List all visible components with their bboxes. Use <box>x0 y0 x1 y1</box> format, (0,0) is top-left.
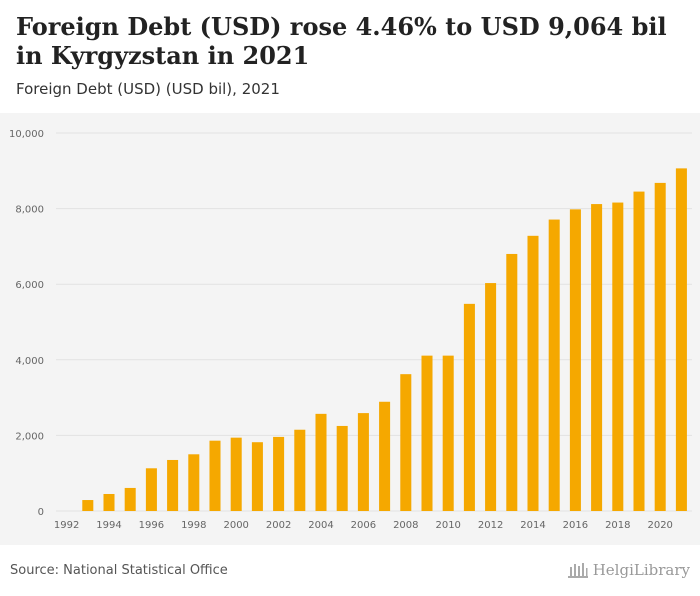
bar-2006 <box>357 413 369 511</box>
bar-1995 <box>124 487 136 511</box>
x-axis: 1992 1994 1996 1998 2000 2002 2004 2006 2008 2010… <box>54 520 673 531</box>
y-tick-label: 0 <box>38 507 44 518</box>
bar-2003 <box>294 429 306 511</box>
bar-2020 <box>654 182 666 511</box>
bar-2014 <box>527 235 539 511</box>
y-tick-label: 4,000 <box>15 356 44 367</box>
brand-name: HelgiLibrary <box>592 561 690 579</box>
bar-2009 <box>421 355 433 511</box>
x-tick-label: 1992 <box>54 520 79 531</box>
bar-2016 <box>569 209 581 511</box>
bar-1998 <box>188 454 200 511</box>
x-tick-label: 2018 <box>605 520 630 531</box>
bar-1999 <box>209 440 221 511</box>
bar-1997 <box>167 459 179 511</box>
bar-1993 <box>82 500 94 511</box>
x-tick-label: 2004 <box>308 520 333 531</box>
bar-chart: 0 2,000 4,000 6,000 8,000 10,000 1992 1994 1996… <box>9 129 692 531</box>
library-building-icon <box>567 563 588 578</box>
y-axis: 0 2,000 4,000 6,000 8,000 10,000 <box>9 129 44 518</box>
bar-2012 <box>485 283 497 511</box>
x-tick-label: 1996 <box>139 520 164 531</box>
chart-subtitle: Foreign Debt (USD) (USD bil), 2021 <box>16 80 280 98</box>
bar-2017 <box>591 204 603 511</box>
source-note: Source: National Statistical Office <box>10 563 228 578</box>
x-tick-label: 2008 <box>393 520 418 531</box>
bar-2018 <box>612 202 624 511</box>
y-tick-label: 6,000 <box>15 280 44 291</box>
plot-area <box>0 113 700 545</box>
y-tick-label: 10,000 <box>9 129 44 140</box>
x-tick-label: 1994 <box>96 520 121 531</box>
bar-2015 <box>548 219 560 511</box>
bar-layer <box>82 168 687 511</box>
x-tick-label: 2002 <box>266 520 291 531</box>
grid-layer <box>56 132 692 512</box>
bar-2000 <box>230 437 242 511</box>
bar-2008 <box>400 374 412 511</box>
bar-1996 <box>145 468 157 511</box>
x-tick-label: 2014 <box>520 520 545 531</box>
bar-1994 <box>103 493 115 511</box>
x-tick-label: 2006 <box>351 520 376 531</box>
x-tick-label: 2016 <box>563 520 588 531</box>
x-tick-label: 2020 <box>647 520 672 531</box>
chart-title: Foreign Debt (USD) rose 4.46% to USD 9,0… <box>16 12 667 70</box>
bar-2013 <box>506 253 518 511</box>
bar-2007 <box>379 401 391 511</box>
bar-2021 <box>675 168 687 511</box>
bar-2005 <box>336 425 348 511</box>
y-tick-label: 2,000 <box>15 431 44 442</box>
x-tick-label: 2000 <box>223 520 248 531</box>
brand-logo: HelgiLibrary <box>567 561 690 579</box>
bar-2004 <box>315 413 327 511</box>
bar-2019 <box>633 191 645 511</box>
y-tick-label: 8,000 <box>15 205 44 216</box>
x-tick-label: 2010 <box>435 520 460 531</box>
bar-2010 <box>442 355 454 511</box>
x-tick-label: 1998 <box>181 520 206 531</box>
x-tick-label: 2012 <box>478 520 503 531</box>
bar-2001 <box>251 442 263 511</box>
bar-2002 <box>273 436 285 511</box>
bar-2011 <box>463 303 475 511</box>
